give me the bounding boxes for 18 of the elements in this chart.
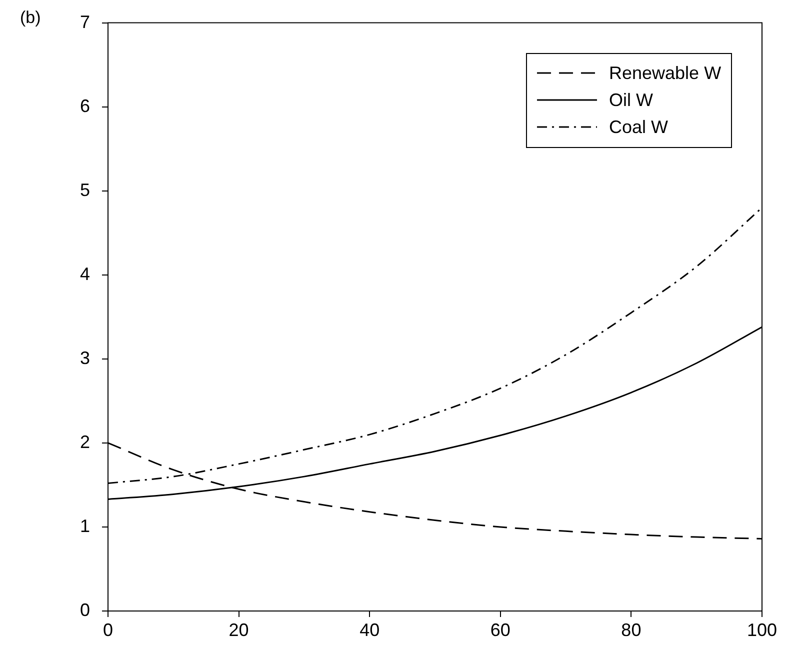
y-tick-label: 5: [80, 180, 90, 200]
y-tick-label: 2: [80, 432, 90, 452]
legend-label: Oil W: [609, 90, 653, 111]
y-tick-label: 6: [80, 96, 90, 116]
y-tick-label: 4: [80, 264, 90, 284]
y-tick-label: 1: [80, 516, 90, 536]
x-tick-label: 0: [102, 620, 114, 640]
legend-label: Coal W: [609, 116, 668, 138]
x-tick-label: 100: [746, 620, 778, 640]
x-tick-label: 60: [490, 620, 510, 640]
x-tick-label: 80: [621, 620, 642, 640]
y-tick-label: 7: [80, 12, 90, 32]
y-tick-label: 3: [80, 348, 90, 368]
text: (b): [20, 8, 41, 28]
x-tick-label: 40: [360, 620, 380, 640]
legend-label: Renewable W: [609, 62, 722, 84]
x-tick-label: 20: [228, 620, 249, 640]
y-tick-label: 0: [80, 600, 90, 620]
